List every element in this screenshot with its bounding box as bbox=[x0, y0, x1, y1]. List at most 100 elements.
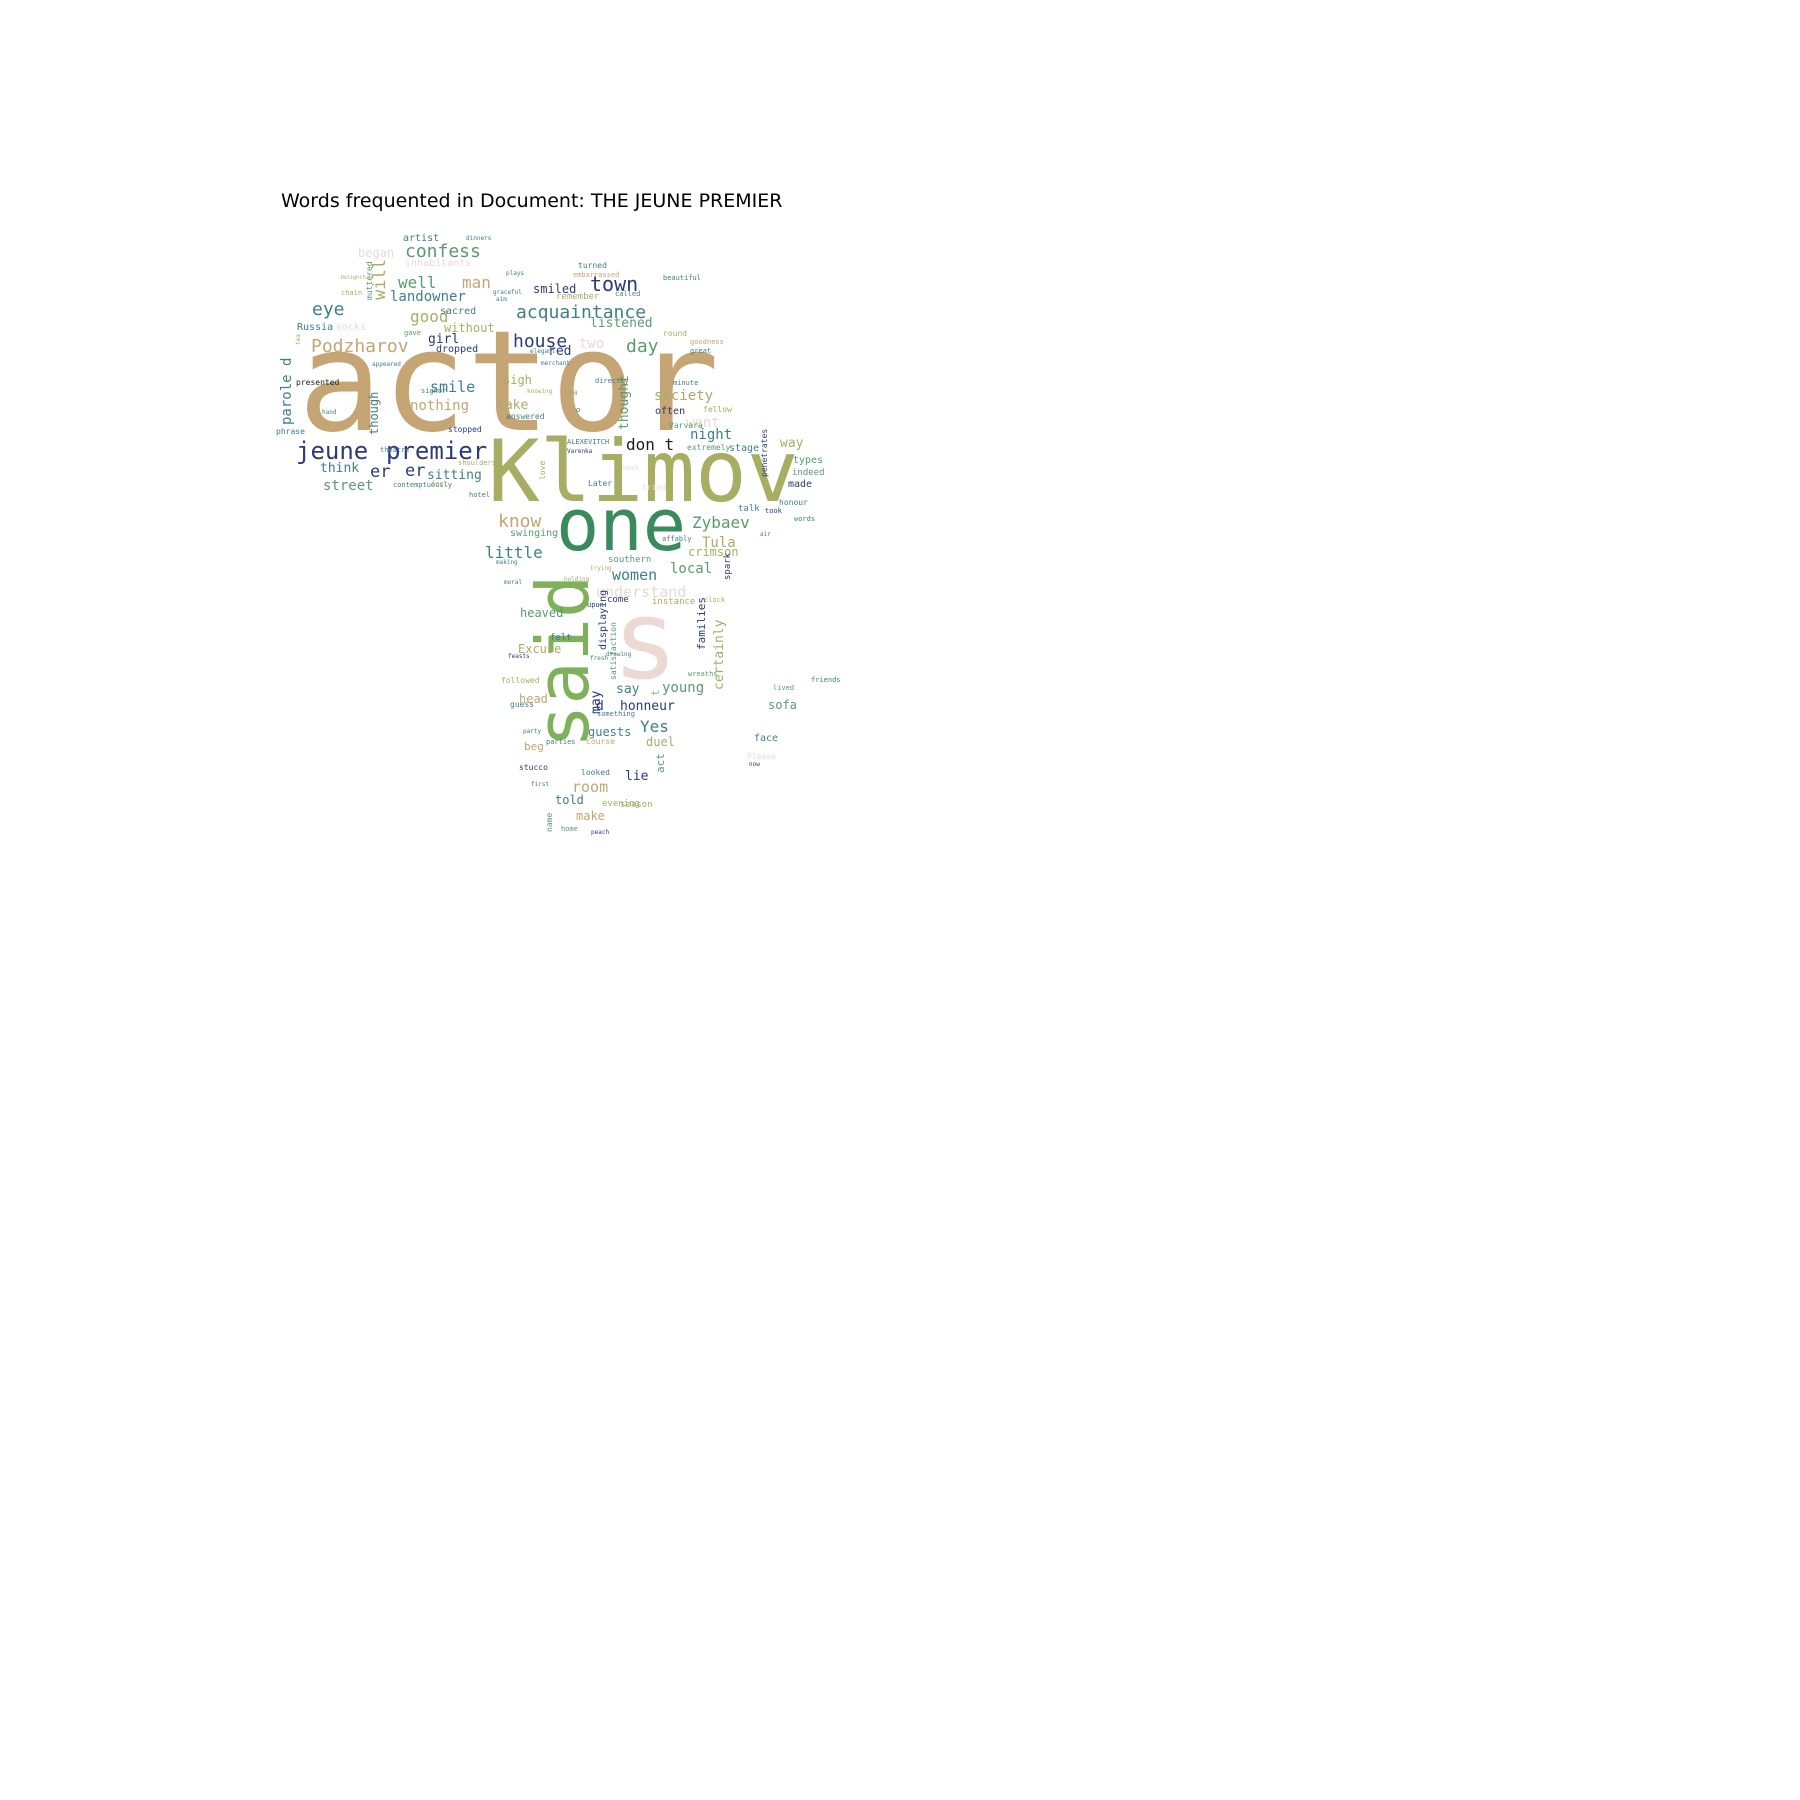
cloud-word-signor: signor bbox=[421, 387, 446, 395]
cloud-word-remember: remember bbox=[556, 292, 600, 302]
cloud-word-extremely: extremely bbox=[687, 443, 731, 452]
cloud-word-presented: presented bbox=[296, 378, 340, 387]
cloud-word-took: took bbox=[765, 507, 783, 515]
cloud-word-thought: thought bbox=[617, 375, 632, 430]
cloud-word-stage: stage bbox=[729, 443, 759, 454]
cloud-word-come: come bbox=[607, 595, 629, 605]
cloud-word-chain: chain bbox=[341, 289, 362, 297]
cloud-word-trying: trying bbox=[590, 565, 612, 572]
cloud-word-made: made bbox=[788, 479, 812, 490]
cloud-word-air: air bbox=[760, 531, 771, 538]
cloud-word-podzharov: Podzharov bbox=[311, 336, 409, 357]
cloud-word-act: act bbox=[654, 753, 667, 773]
cloud-word-certainly: certainly bbox=[712, 619, 727, 690]
cloud-word-lie: lie bbox=[625, 769, 649, 784]
cloud-word-duel: duel bbox=[646, 735, 675, 749]
cloud-word-embarrassed: embarrassed bbox=[573, 271, 619, 279]
cloud-word-shoulders: shoulders bbox=[458, 459, 496, 467]
cloud-word-beautiful: beautiful bbox=[663, 274, 701, 282]
cloud-word-tried: tried bbox=[642, 483, 666, 492]
cloud-word-red: red bbox=[548, 344, 571, 359]
cloud-word-types: types bbox=[793, 455, 823, 466]
cloud-word-later: Later bbox=[588, 479, 612, 488]
cloud-word-moral: moral bbox=[504, 579, 522, 586]
cloud-word-landowner: landowner bbox=[390, 289, 466, 305]
cloud-word-d: d bbox=[596, 699, 604, 714]
cloud-word-satisfaction: satisfaction bbox=[609, 622, 618, 680]
cloud-word-course: course bbox=[586, 737, 615, 746]
cloud-word-inhabitants: inhabitants bbox=[405, 258, 471, 269]
cloud-word-affably: affably bbox=[662, 535, 692, 543]
cloud-word-nothing: nothing bbox=[410, 398, 469, 414]
cloud-word-artist: artist bbox=[403, 233, 439, 244]
cloud-word-smile: smile bbox=[430, 378, 475, 396]
cloud-word-street: street bbox=[323, 478, 374, 494]
cloud-word-stucco: stucco bbox=[519, 763, 548, 772]
cloud-word-phrase: phrase bbox=[276, 427, 305, 436]
cloud-word-party: party bbox=[523, 728, 541, 735]
cloud-word-indeed: indeed bbox=[792, 468, 825, 478]
cloud-word-minute: minute bbox=[673, 379, 698, 387]
cloud-word-dinners: dinners bbox=[466, 235, 492, 242]
cloud-word-varvara: Varvara bbox=[669, 421, 703, 430]
cloud-word-felt: felt bbox=[550, 633, 572, 643]
cloud-word-making: making bbox=[496, 559, 518, 566]
cloud-word-talk: talk bbox=[738, 504, 760, 514]
cloud-word-know: know bbox=[498, 511, 542, 532]
cloud-word-take: take bbox=[497, 398, 528, 413]
cloud-word-knowing: knowing bbox=[527, 388, 553, 395]
cloud-word-women: women bbox=[612, 566, 657, 584]
cloud-word-lived: lived bbox=[773, 684, 794, 692]
cloud-word-guests: guests bbox=[588, 725, 631, 739]
cloud-word-town: town bbox=[590, 272, 638, 296]
cloud-word-honneur: honneur bbox=[620, 699, 675, 714]
cloud-word-appeared: appeared bbox=[372, 361, 401, 368]
cloud-word-er: er bbox=[405, 461, 425, 481]
cloud-word-southern: southern bbox=[608, 555, 651, 565]
cloud-word-aim: aim bbox=[496, 296, 507, 303]
cloud-word-sigh: sigh bbox=[503, 373, 532, 387]
cloud-word-answered: answered bbox=[506, 412, 545, 421]
cloud-word-tea: tea bbox=[295, 334, 302, 345]
cloud-word-yes: Yes bbox=[640, 717, 669, 736]
cloud-word-little: little bbox=[485, 543, 543, 562]
cloud-word-began: began bbox=[358, 246, 394, 260]
cloud-word-families: families bbox=[695, 597, 708, 650]
cloud-word-often: often bbox=[655, 406, 685, 417]
cloud-word-two: two bbox=[579, 336, 604, 352]
cloud-word-without: without bbox=[444, 321, 495, 335]
cloud-word-holding: holding bbox=[564, 576, 590, 583]
cloud-word-plays: plays bbox=[506, 270, 524, 277]
cloud-word-smiled: smiled bbox=[533, 282, 576, 296]
cloud-word-s: s bbox=[612, 576, 678, 704]
cloud-word-said: said bbox=[521, 575, 605, 748]
cloud-word-spark: spark bbox=[723, 552, 733, 580]
cloud-word-beg: beg bbox=[524, 740, 544, 753]
cloud-word-day: day bbox=[626, 336, 659, 357]
cloud-word-sofa: sofa bbox=[768, 698, 797, 712]
cloud-word-something: something bbox=[597, 710, 635, 718]
cloud-word-gave: gave bbox=[404, 329, 421, 337]
cloud-word-peach: peach bbox=[591, 829, 609, 836]
cloud-word-crimson: crimson bbox=[688, 545, 739, 559]
cloud-word-clock: clock bbox=[704, 596, 726, 604]
cloud-word-feasts: feasts bbox=[508, 653, 530, 660]
cloud-word-dropped: dropped bbox=[436, 344, 478, 355]
cloud-word-season: season bbox=[620, 800, 653, 810]
cloud-word-round: round bbox=[663, 329, 687, 338]
cloud-word-sitting: sitting bbox=[427, 468, 482, 483]
cloud-word-friends: friends bbox=[811, 676, 841, 684]
cloud-word-called: called bbox=[615, 290, 640, 298]
cloud-word-house: house bbox=[513, 331, 567, 352]
cloud-word-will: will bbox=[370, 259, 390, 300]
cloud-word-eye: eye bbox=[312, 299, 345, 320]
cloud-word-fresh: fresh bbox=[590, 655, 608, 662]
cloud-word-don-t: don t bbox=[626, 435, 674, 454]
cloud-word-man: man bbox=[462, 273, 491, 292]
cloud-word-parole-d: parole d bbox=[279, 358, 295, 425]
cloud-word-young: young bbox=[662, 680, 704, 696]
cloud-word-girl: girl bbox=[428, 332, 459, 347]
cloud-word-make: make bbox=[576, 809, 605, 823]
